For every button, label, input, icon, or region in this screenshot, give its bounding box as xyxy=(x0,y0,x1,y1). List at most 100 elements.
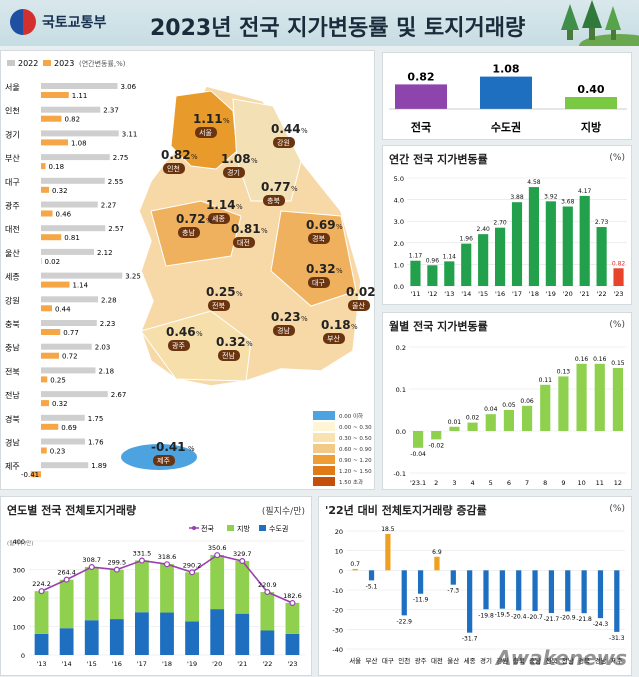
value-2022: 1.89 xyxy=(91,462,107,470)
monthly-bar xyxy=(521,405,533,431)
x-tick-label: 3 xyxy=(452,479,456,487)
bar-2022 xyxy=(41,462,89,469)
value-2023: 0.25 xyxy=(50,376,66,384)
monthly-value-label: 0.05 xyxy=(502,402,516,409)
map-region-name: 강원 xyxy=(277,138,290,147)
map-legend-label: 1.20 ~ 1.50 xyxy=(339,469,372,475)
x-tick-label: '17 xyxy=(512,290,522,298)
y-tick-label: 0.0 xyxy=(396,428,406,436)
y-tick-label: 300 xyxy=(13,567,25,575)
summary-category: 전국 xyxy=(411,120,431,134)
y-tick-label: 0 xyxy=(339,567,343,575)
region-label: 대전 xyxy=(5,224,20,234)
y-tick-label: 0.2 xyxy=(396,344,406,352)
capital-bar xyxy=(260,630,275,655)
map-value-label: 0.18 xyxy=(321,318,351,332)
x-tick-label: '18 xyxy=(162,660,172,668)
summary-bar xyxy=(395,84,447,109)
ministry-logo: 국토교통부 xyxy=(10,9,106,35)
x-tick-label: 대전 xyxy=(431,656,443,665)
bar-2022 xyxy=(41,320,97,326)
map-value-label: 0.69 xyxy=(306,218,336,232)
map-region-badge xyxy=(168,340,190,351)
total-point xyxy=(113,566,120,573)
monthly-bar xyxy=(612,368,624,431)
x-tick-label: 5 xyxy=(489,479,493,487)
map-legend-label: 1.50 초과 xyxy=(339,478,363,486)
total-value-label: 308.7 xyxy=(82,556,101,564)
map-legend-label: 0.90 ~ 1.20 xyxy=(339,458,372,464)
map-region-name: 대구 xyxy=(312,279,325,287)
map-value-label: 0.81 xyxy=(231,222,261,236)
monthly-bar xyxy=(412,431,424,448)
bar-2022 xyxy=(41,438,85,445)
x-tick-label: 강원 xyxy=(496,656,508,665)
x-tick-label: 전북 xyxy=(545,656,557,665)
total-value-label: 350.6 xyxy=(208,544,227,552)
change-bar xyxy=(417,570,424,594)
annual-bar xyxy=(478,234,489,286)
map-value-label: 0.23 xyxy=(271,310,301,324)
total-point xyxy=(239,558,246,565)
region-label: 전남 xyxy=(5,390,20,400)
bar-2023 xyxy=(41,281,70,288)
value-2022: 2.18 xyxy=(99,367,115,375)
map-legend-label: 0.00 ~ 0.30 xyxy=(339,425,372,431)
map-region-badge xyxy=(218,350,240,361)
map-region-badge xyxy=(308,233,330,244)
map-value-unit: % xyxy=(291,185,298,193)
bar-2023 xyxy=(41,305,52,312)
total-point xyxy=(88,564,95,571)
change-title: '22년 대비 전체토지거래량 증감률 xyxy=(325,504,487,517)
volume-title: 연도별 전국 전체토지거래량 xyxy=(7,504,137,517)
local-bar xyxy=(185,572,199,622)
annual-bar xyxy=(410,260,421,286)
map-region-badge xyxy=(163,163,185,174)
volume-unit: (필지수/만) xyxy=(261,507,305,517)
change-bar xyxy=(385,533,391,571)
region-label: 경기 xyxy=(5,129,20,139)
legend-swatch-dot xyxy=(192,526,196,530)
legend-label: 지방 xyxy=(237,524,250,533)
map-legend-label: 0.00 이하 xyxy=(339,412,363,420)
map-region-name: 울산 xyxy=(352,301,365,310)
total-value-label: 220.9 xyxy=(258,581,277,589)
map-value-label: 1.08 xyxy=(221,152,251,166)
region-label: 대구 xyxy=(5,178,20,187)
monthly-chart: -0.1 0.0 0.1 0.2 -0.04 '23.1 -0.02 2 0.01 3 0.02 4 0… xyxy=(393,344,627,487)
map-legend-label: 0.60 ~ 0.90 xyxy=(339,447,372,453)
x-tick-label: 8 xyxy=(543,479,547,487)
annual-value-label: 0.82 xyxy=(612,260,626,267)
change-bar xyxy=(565,570,571,612)
value-2023: 0.32 xyxy=(52,187,68,195)
bar-2022 xyxy=(41,83,118,89)
total-point xyxy=(189,569,196,576)
change-panel: '22년 대비 전체토지거래량 증감률 (%) -40 -30 -20 -10 0 10 2… xyxy=(318,496,632,676)
annual-bar xyxy=(495,227,506,286)
bar-2023 xyxy=(41,257,42,264)
x-tick-label: '21 xyxy=(580,290,590,298)
summary-bar xyxy=(565,97,617,109)
volume-panel: 연도별 전국 전체토지거래량 (필지수/만) 전국 지방 수도권 (필지수/만) 0 10… xyxy=(0,496,312,676)
x-tick-label: '11 xyxy=(410,290,420,298)
bar-2023 xyxy=(41,376,48,383)
region-label: 제주 xyxy=(5,462,20,471)
x-tick-label: 울산 xyxy=(447,656,459,665)
legend-label-2022: 2022 xyxy=(18,59,38,68)
capital-bar xyxy=(34,633,49,655)
change-unit: (%) xyxy=(609,504,625,514)
annual-bar xyxy=(545,201,556,286)
change-bar xyxy=(401,570,407,616)
local-bar xyxy=(210,554,225,610)
x-tick-label: 6 xyxy=(507,479,511,487)
total-value-label: 264.4 xyxy=(57,569,76,577)
x-tick-label: 광주 xyxy=(415,657,427,665)
map-legend-swatch xyxy=(313,422,335,431)
x-tick-label: '23 xyxy=(614,290,624,298)
value-2023: 1.14 xyxy=(73,282,89,290)
y-tick-label: 10 xyxy=(335,548,343,556)
map-region-badge xyxy=(195,127,217,138)
value-2022: 2.37 xyxy=(103,107,119,115)
total-value-label: 182.6 xyxy=(283,592,302,600)
monthly-bar xyxy=(431,431,442,440)
